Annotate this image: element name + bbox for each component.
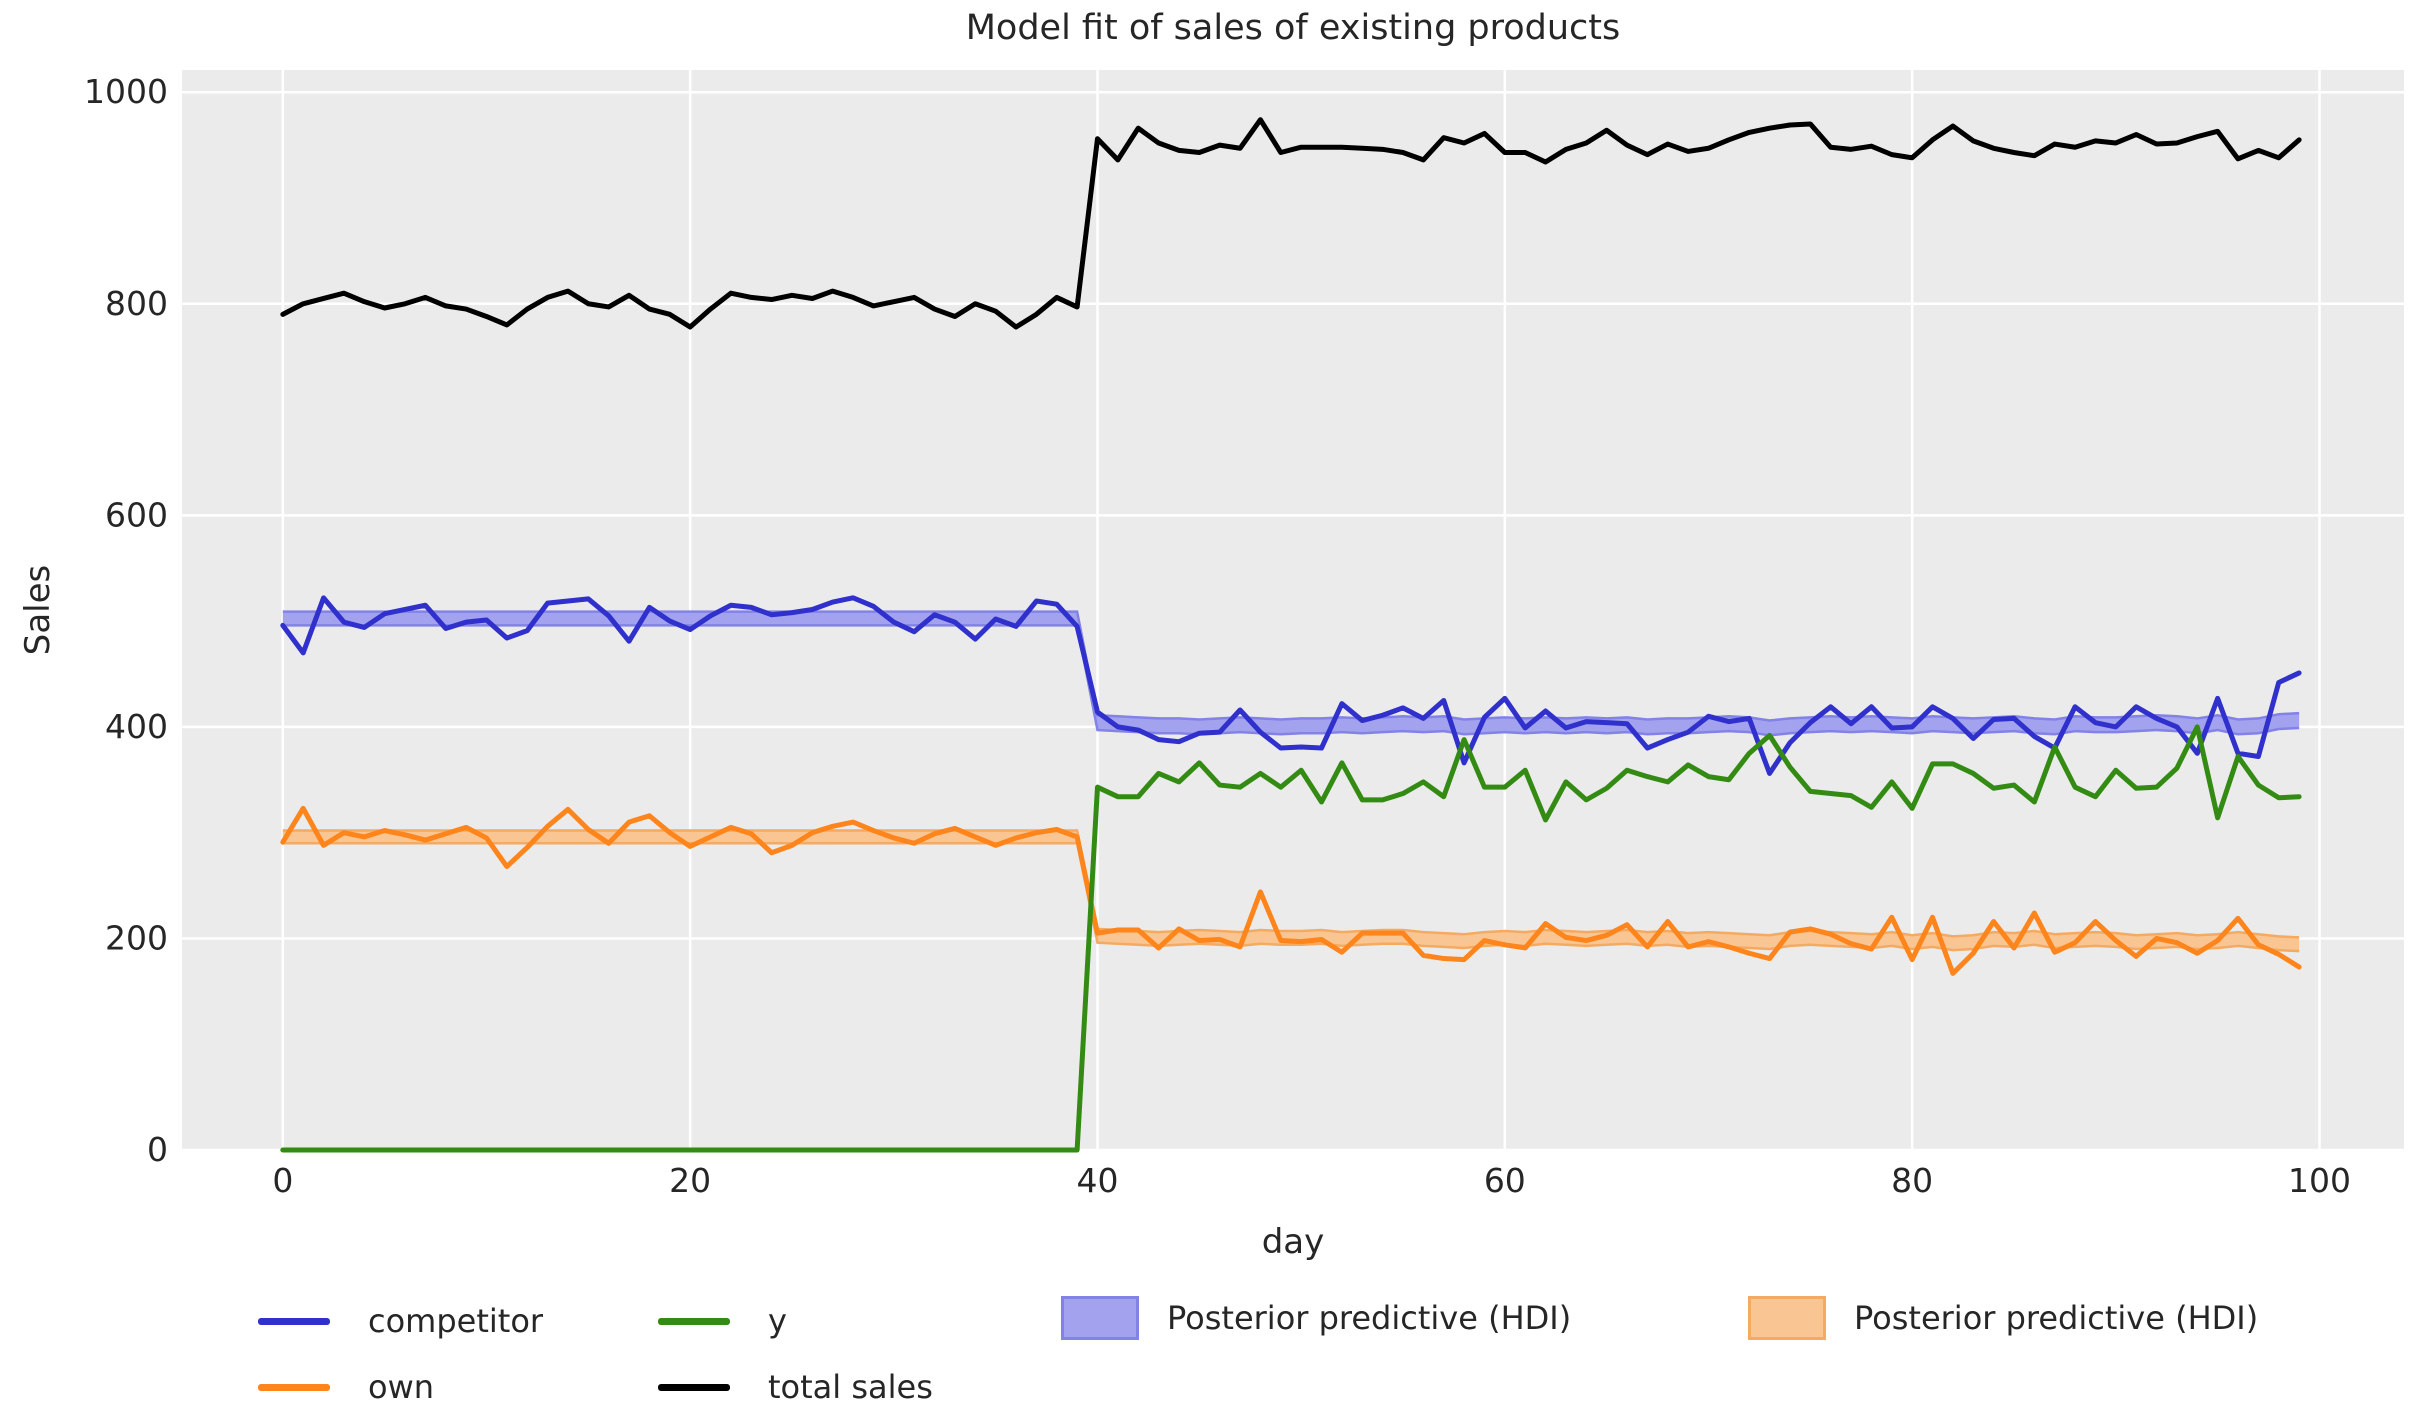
legend-item-y: y [658, 1302, 787, 1340]
legend-item-total-sales: total sales [658, 1368, 933, 1406]
x-tick-label: 40 [1076, 1161, 1118, 1200]
competitor-line-swatch [258, 1317, 330, 1325]
series-line-total-sales [280, 117, 2302, 330]
legend-item-hdi-blue: Posterior predictive (HDI) [1061, 1296, 1571, 1340]
y-tick-label: 0 [147, 1130, 168, 1169]
series-line-own [280, 805, 2302, 976]
hdi-band-edge [282, 841, 2300, 953]
x-axis-label: day [1261, 1222, 1325, 1262]
plot-background [182, 70, 2404, 1150]
legend-label-total-sales: total sales [768, 1368, 933, 1406]
x-tick-label: 20 [669, 1161, 711, 1200]
y-axis-label: Sales [18, 564, 58, 656]
y-tick-label: 1000 [84, 72, 168, 111]
y-tick-label: 600 [105, 495, 168, 534]
legend-label-own: own [368, 1368, 435, 1406]
x-tick-label: 80 [1891, 1161, 1933, 1200]
legend-item-own: own [258, 1368, 434, 1406]
legend-label-y: y [768, 1302, 787, 1340]
x-tick-label: 60 [1484, 1161, 1526, 1200]
chart-title: Model fit of sales of existing products [965, 8, 1621, 48]
own-line-swatch [258, 1383, 330, 1391]
y-tick-label: 800 [105, 284, 168, 323]
y-tick-label: 200 [105, 918, 168, 957]
legend-item-hdi-orange: Posterior predictive (HDI) [1748, 1296, 2258, 1340]
x-tick-label: 0 [272, 1161, 293, 1200]
y-tick-label: 400 [105, 707, 168, 746]
series-line-competitor [280, 595, 2302, 776]
series-line-y [280, 724, 2302, 1153]
legend-item-competitor: competitor [258, 1302, 543, 1340]
x-tick-label: 100 [2288, 1161, 2351, 1200]
legend-label-hdi-orange: Posterior predictive (HDI) [1854, 1299, 2259, 1337]
hdi-band-edge [282, 610, 2300, 722]
legend-label-hdi-blue: Posterior predictive (HDI) [1167, 1299, 1572, 1337]
y-line-swatch [658, 1317, 730, 1325]
hdi-orange-patch-swatch [1748, 1296, 1826, 1340]
total-sales-line-swatch [658, 1383, 730, 1391]
hdi-blue-patch-swatch [1061, 1296, 1139, 1340]
legend-label-competitor: competitor [368, 1302, 544, 1340]
